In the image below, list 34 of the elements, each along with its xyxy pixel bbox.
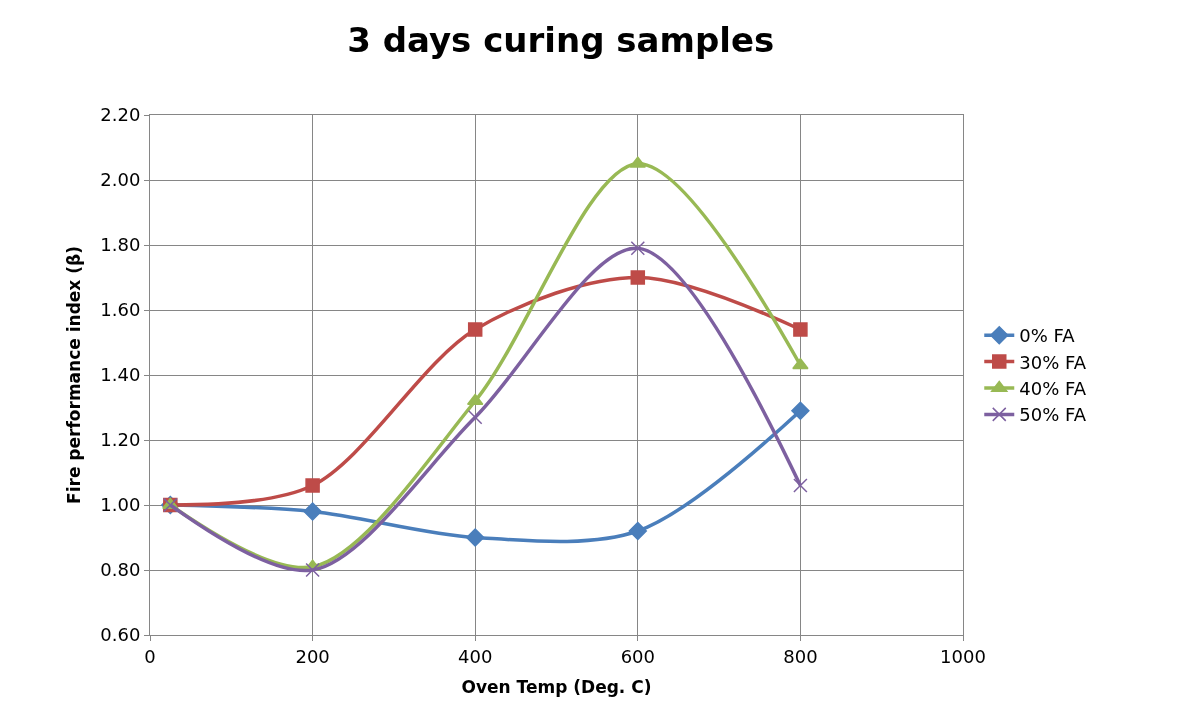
y-axis-title: Fire performance index (β) [63, 246, 84, 504]
point [793, 478, 808, 493]
point [305, 562, 320, 578]
x-tick-label: 400 [458, 645, 493, 667]
point [791, 401, 810, 420]
x-tick-label: 200 [295, 645, 330, 667]
y-tick-label: 2.00 [100, 169, 141, 191]
y-tick-label: 2.20 [100, 104, 141, 126]
point [305, 478, 320, 493]
x-tick-label: 800 [783, 645, 818, 667]
x-tick-label: 600 [620, 645, 655, 667]
point [466, 528, 485, 547]
chart-title: 3 days curing samples [347, 20, 775, 61]
x-tick-label: 0 [144, 645, 156, 667]
legend-label: 0% FA [1019, 325, 1076, 347]
x-axis-title: Oven Temp (Deg. C) [461, 677, 652, 697]
y-tick-label: 1.40 [100, 364, 141, 386]
legend-label: 50% FA [1019, 404, 1087, 426]
legend-label: 30% FA [1019, 351, 1087, 373]
point [793, 322, 808, 337]
point [792, 358, 809, 370]
y-tick-label: 1.20 [100, 429, 141, 451]
y-tick-label: 1.60 [100, 299, 141, 321]
point [303, 502, 322, 521]
point [628, 521, 647, 541]
legend-label: 40% FA [1019, 378, 1087, 400]
point [467, 322, 483, 337]
y-tick-label: 0.80 [100, 559, 141, 581]
point [630, 270, 646, 285]
y-tick-label: 1.00 [100, 494, 141, 516]
x-tick-label: 1000 [940, 645, 986, 667]
y-tick-label: 1.80 [100, 234, 141, 256]
y-tick-label: 0.60 [100, 624, 141, 646]
point [630, 241, 646, 256]
